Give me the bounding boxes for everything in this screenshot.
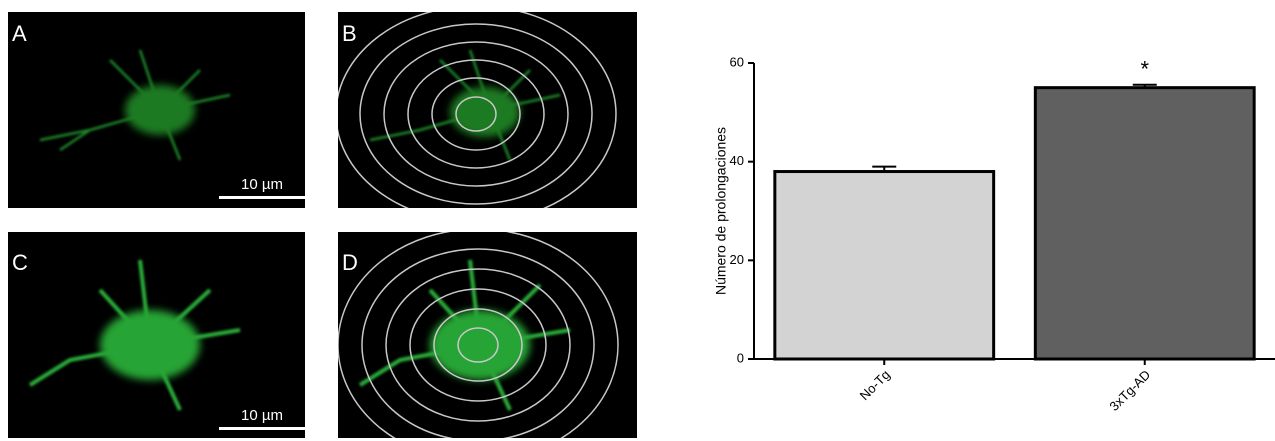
cell-body bbox=[125, 85, 195, 135]
x-tick-label: 3xTg-AD bbox=[1106, 367, 1153, 414]
bar-chart: 0 20 40 60 Número de prolongaciones No-Tg 3xTg… bbox=[713, 54, 1275, 413]
y-tick-label: 60 bbox=[730, 54, 744, 69]
bar bbox=[775, 172, 994, 359]
scale-bar bbox=[219, 427, 305, 430]
scale-bar-label: 10 µm bbox=[241, 176, 283, 193]
significance-marker: * bbox=[1140, 57, 1149, 82]
y-axis-label: Número de prolongaciones bbox=[713, 127, 729, 295]
x-tick-label: No-Tg bbox=[857, 367, 893, 403]
micrographs: A B C D 10 µm 10 µm bbox=[8, 6, 637, 441]
y-tick-label: 40 bbox=[730, 153, 744, 168]
panel-label: C bbox=[12, 250, 28, 275]
panel-label: D bbox=[342, 250, 358, 275]
y-tick-label: 0 bbox=[737, 350, 744, 365]
cell-body bbox=[100, 310, 200, 380]
scale-bar bbox=[219, 196, 305, 199]
scale-bar-label: 10 µm bbox=[241, 407, 283, 424]
bar bbox=[1035, 88, 1254, 359]
panel-label: A bbox=[12, 21, 27, 46]
figure: A B C D 10 µm 10 µm 0 20 40 60 Número de pro… bbox=[0, 0, 1275, 441]
y-tick-label: 20 bbox=[730, 252, 744, 267]
panel-label: B bbox=[342, 21, 357, 46]
